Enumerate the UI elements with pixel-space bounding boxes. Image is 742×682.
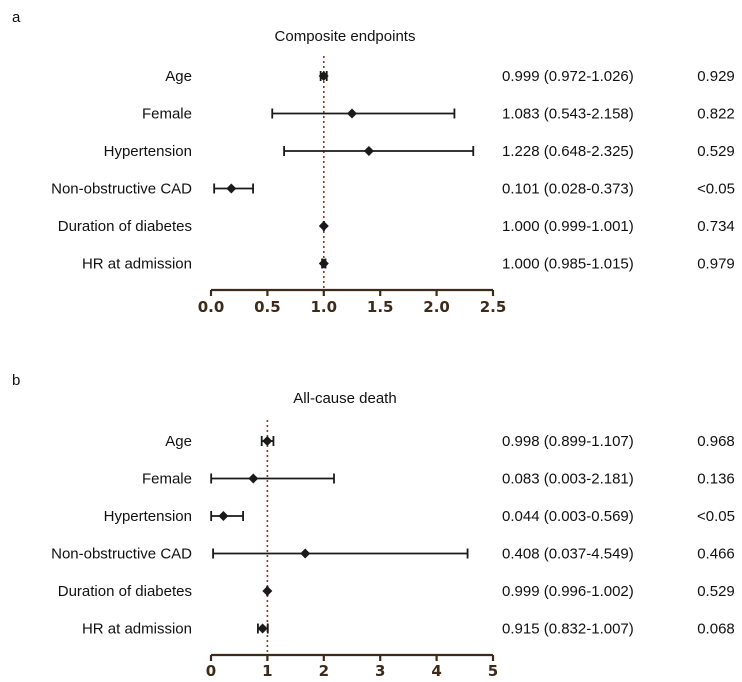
or-ci-text: 0.101 (0.028-0.373)	[502, 181, 634, 198]
p-value-text: 0.822	[697, 106, 735, 123]
or-ci-text: 0.915 (0.832-1.007)	[502, 621, 634, 638]
x-tick-label: 0.0	[198, 298, 225, 316]
point-estimate	[248, 473, 259, 484]
or-ci-text: 0.408 (0.037-4.549)	[502, 546, 634, 563]
or-ci-text: 1.000 (0.999-1.001)	[502, 218, 634, 235]
or-ci-text: 1.083 (0.543-2.158)	[502, 106, 634, 123]
x-tick-label: 2.0	[423, 298, 450, 316]
panel-letter-a: a	[12, 9, 21, 26]
row-label: HR at admission	[82, 621, 192, 638]
row-label: Female	[142, 471, 192, 488]
x-tick-label: 1.5	[367, 298, 394, 316]
point-estimate	[257, 623, 268, 634]
stat-columns-b: 0.998 (0.899-1.107) 0.968 0.083 (0.003-2.1…	[502, 433, 735, 638]
x-tick-label: 2.5	[480, 298, 507, 316]
or-ci-text: 0.998 (0.899-1.107)	[502, 433, 634, 450]
point-estimate	[318, 71, 329, 81]
panel-b: b All-cause death Age Female Hypertension N…	[12, 372, 735, 680]
p-value-text: 0.529	[697, 143, 735, 160]
p-value-text: 0.136	[697, 471, 735, 488]
x-axis-b: 0 1 2 3 4 5	[206, 653, 498, 680]
x-tick-label: 1	[262, 662, 272, 680]
row-label: HR at admission	[82, 256, 192, 273]
or-ci-text: 0.999 (0.972-1.026)	[502, 68, 634, 85]
or-ci-text: 0.044 (0.003-0.569)	[502, 508, 634, 525]
row-label: Duration of diabetes	[58, 583, 192, 600]
stat-columns-a: 0.999 (0.972-1.026) 0.929 1.083 (0.543-2.1…	[502, 68, 735, 273]
estimates-b	[210, 436, 469, 634]
p-value-text: 0.968	[697, 433, 735, 450]
panel-letter-b: b	[12, 372, 20, 389]
point-estimate	[347, 108, 357, 119]
point-estimate	[262, 586, 273, 596]
panel-title-a: Composite endpoints	[275, 28, 416, 45]
x-tick-label: 2	[319, 662, 329, 680]
x-tick-label: 5	[488, 662, 498, 680]
panel-a: a Composite endpoints Age Female Hypertens…	[12, 9, 735, 316]
row-label: Duration of diabetes	[58, 218, 192, 235]
p-value-text: 0.929	[697, 68, 735, 85]
p-value-text: 0.529	[697, 583, 735, 600]
point-estimate	[226, 183, 237, 194]
or-ci-text: 0.999 (0.996-1.002)	[502, 583, 634, 600]
row-label: Age	[165, 68, 192, 85]
p-value-text: 0.466	[697, 546, 735, 563]
p-value-text: <0.05	[697, 508, 735, 525]
row-label: Hypertension	[104, 508, 192, 525]
p-value-text: 0.979	[697, 256, 735, 273]
p-value-text: <0.05	[697, 181, 735, 198]
x-tick-label: 4	[431, 662, 441, 680]
p-value-text: 0.734	[697, 218, 735, 235]
row-label: Non-obstructive CAD	[51, 546, 192, 563]
x-tick-label: 3	[375, 662, 385, 680]
point-estimate	[318, 221, 329, 231]
row-label: Hypertension	[104, 143, 192, 160]
row-labels-b: Age Female Hypertension Non-obstructive CAD…	[51, 433, 192, 638]
estimates-a	[213, 71, 475, 269]
point-estimate	[262, 436, 273, 446]
row-label: Female	[142, 106, 192, 123]
p-value-text: 0.068	[697, 621, 735, 638]
x-tick-label: 0.5	[254, 298, 281, 316]
point-estimate	[363, 146, 374, 156]
point-estimate	[218, 511, 229, 521]
x-tick-label: 0	[206, 662, 216, 680]
or-ci-text: 0.083 (0.003-2.181)	[502, 471, 634, 488]
row-label: Non-obstructive CAD	[51, 181, 192, 198]
point-estimate	[300, 548, 311, 559]
x-axis-a: 0.0 0.5 1.0 1.5 2.0 2.5	[198, 288, 507, 316]
or-ci-text: 1.228 (0.648-2.325)	[502, 143, 634, 160]
x-tick-label: 1.0	[311, 298, 338, 316]
point-estimate	[318, 258, 329, 269]
row-labels-a: Age Female Hypertension Non-obstructive CAD…	[51, 68, 192, 273]
panel-title-b: All-cause death	[293, 390, 396, 407]
or-ci-text: 1.000 (0.985-1.015)	[502, 256, 634, 273]
row-label: Age	[165, 433, 192, 450]
